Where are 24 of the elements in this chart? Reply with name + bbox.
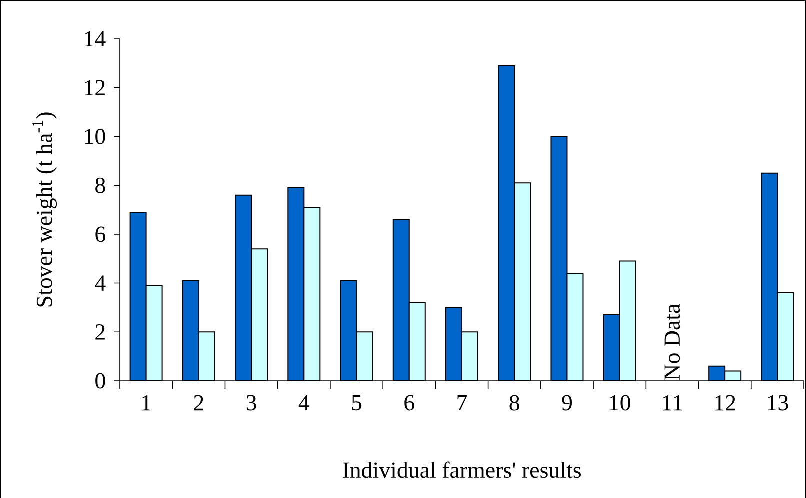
annotation: No Data: [664, 304, 680, 380]
x-tick-label: 4: [298, 395, 310, 411]
x-tick-label: 6: [404, 395, 414, 411]
y-tick-label: 2: [96, 324, 105, 340]
x-tick-label: 13: [768, 395, 788, 411]
y-tick-label: 8: [96, 178, 106, 194]
x-tick-label: 9: [562, 395, 572, 411]
x-tick-label: 5: [352, 395, 362, 411]
x-tick-label: 11: [663, 395, 682, 411]
y-tick-label: 6: [96, 226, 106, 242]
x-tick-label: 8: [510, 395, 520, 411]
x-tick-label: 2: [194, 395, 204, 411]
x-tick-label: 10: [610, 395, 630, 411]
x-axis-title: Individual farmers' results: [343, 462, 581, 478]
x-tick-label: 1: [142, 395, 151, 411]
x-tick-label: 3: [246, 395, 256, 411]
y-tick-label: 10: [85, 128, 106, 144]
x-tick-label: 7: [458, 395, 468, 411]
y-tick-label: 0: [96, 373, 106, 389]
y-axis-title: Stover weight (t ha$^{-1}$): [32, 112, 58, 307]
y-tick-label: 14: [85, 31, 106, 47]
x-tick-label: 12: [716, 395, 736, 411]
y-tick-label: 4: [95, 276, 106, 291]
y-tick-label: 12: [85, 80, 105, 96]
